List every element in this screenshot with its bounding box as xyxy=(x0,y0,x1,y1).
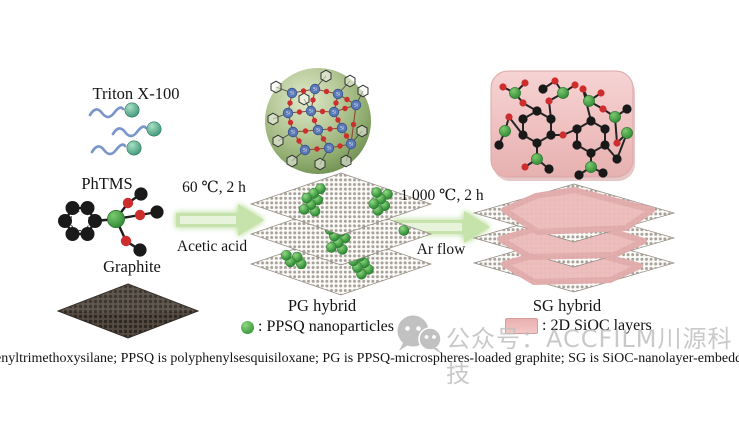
pg-hybrid-stack xyxy=(249,172,433,296)
wechat-icon xyxy=(397,315,442,354)
graphene-sheet xyxy=(472,183,676,243)
ppsq-nanoparticle xyxy=(368,198,380,210)
pg-hybrid-label: PG hybrid xyxy=(287,296,357,315)
sioc-2d-layer xyxy=(501,187,655,235)
step2-condition-top: 1 000 ℃, 2 h xyxy=(400,187,484,204)
triton-label: Triton X-100 xyxy=(92,84,180,103)
svg-text:Si: Si xyxy=(336,92,340,97)
svg-text:Si: Si xyxy=(313,87,317,92)
phtms-molecule xyxy=(58,187,164,257)
ppsq-nanoparticle xyxy=(326,242,337,253)
pg-legend-text: : PPSQ nanoparticles xyxy=(258,318,394,335)
sg-hybrid-stack xyxy=(472,183,676,293)
sioc-layer-swatch xyxy=(505,318,538,334)
svg-text:Si: Si xyxy=(340,126,344,131)
pg-legend: : PPSQ nanoparticles xyxy=(241,318,394,336)
ppsq-nanoparticle xyxy=(301,192,313,204)
reaction-arrow-1 xyxy=(176,204,264,236)
graphite-label: Graphite xyxy=(103,257,161,276)
step1-condition-top: 60 ℃, 2 h xyxy=(182,179,246,196)
svg-text:Si: Si xyxy=(316,128,320,133)
ppsq-nanoparticle xyxy=(298,204,310,215)
svg-text:Si: Si xyxy=(309,109,313,114)
sg-legend: : 2D SiOC layers xyxy=(505,317,652,335)
svg-text:Si: Si xyxy=(349,142,353,147)
ppsq-nanoparticle xyxy=(398,225,410,236)
svg-text:Si: Si xyxy=(332,110,336,115)
triton-molecules xyxy=(88,102,162,156)
svg-text:Si: Si xyxy=(327,146,331,151)
step2-condition-bottom: Ar flow xyxy=(416,241,466,258)
step1-condition-bottom: Acetic acid xyxy=(176,238,248,255)
ppsq-nanoparticle-swatch xyxy=(241,320,254,334)
svg-text:Si: Si xyxy=(286,111,290,116)
ppsq-nanoparticle xyxy=(280,249,292,261)
sg-legend-text: : 2D SiOC layers xyxy=(542,317,652,334)
svg-text:Si: Si xyxy=(354,103,358,108)
ppsq-nanoparticle xyxy=(371,187,382,198)
svg-text:Si: Si xyxy=(290,91,294,96)
graphene-sheet xyxy=(249,172,433,236)
svg-text:Si: Si xyxy=(291,130,295,135)
sioc-slab xyxy=(490,70,635,181)
sg-hybrid-label: SG hybrid xyxy=(532,296,602,315)
watermark-text: 公众号：ACCFILM川源科技 xyxy=(446,325,733,388)
watermark: 公众号：ACCFILM川源科技 xyxy=(446,319,739,389)
phtms-label: PhTMS xyxy=(81,174,133,193)
figure-caption: enyltrimethoxysilane; PPSQ is polyphenyl… xyxy=(0,351,739,366)
svg-text:Si: Si xyxy=(303,148,307,153)
ppsq-sphere: Si Si Si Si Si Si Si Si Si Si Si Si Si xyxy=(265,68,371,174)
graphite-sheet xyxy=(56,283,200,339)
